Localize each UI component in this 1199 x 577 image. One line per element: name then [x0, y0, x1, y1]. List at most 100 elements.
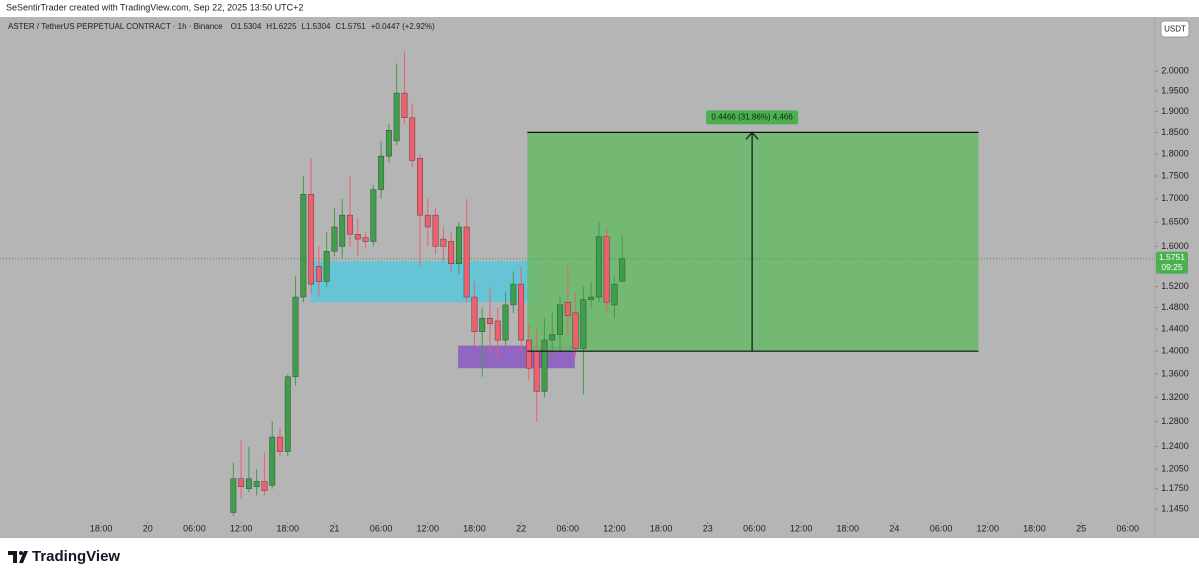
candle-body	[245, 478, 252, 489]
attribution: SeSentirTrader created with TradingView.…	[6, 2, 303, 12]
x-tick-label: 12:00	[603, 523, 626, 533]
candle-body	[347, 214, 353, 235]
candle-body	[471, 296, 478, 333]
candle-body	[277, 436, 283, 452]
candle-body	[611, 283, 618, 306]
y-tick-label: 1.1750	[1161, 483, 1189, 493]
candle-body	[362, 237, 369, 242]
candle-body	[619, 258, 626, 282]
x-tick-label: 21	[329, 523, 339, 533]
legend-value: O1.5304	[231, 22, 262, 31]
brand-logo	[8, 551, 28, 563]
y-tick-label: 1.6000	[1161, 241, 1189, 251]
candle-body	[401, 92, 408, 118]
x-tick-label: 18:00	[463, 523, 486, 533]
y-tick-label: 1.2400	[1161, 441, 1189, 451]
candle-body	[494, 320, 501, 341]
x-tick-label: 12:00	[977, 523, 1000, 533]
target-label-box	[706, 110, 799, 125]
candle-body	[510, 283, 517, 306]
candle-body	[269, 436, 276, 486]
legend-value: +0.0447 (+2.92%)	[371, 22, 435, 31]
x-tick-label: 18:00	[837, 523, 860, 533]
candle-body	[580, 299, 587, 349]
candle-body	[261, 481, 268, 491]
candle-body	[541, 339, 548, 392]
y-tick-label: 1.9000	[1161, 106, 1189, 116]
x-tick-label: 20	[143, 523, 153, 533]
candle-body	[588, 296, 595, 300]
y-tick-label: 1.8000	[1161, 148, 1189, 158]
y-tick-label: 1.2050	[1161, 463, 1189, 473]
candle-body	[564, 302, 571, 316]
y-tick-label: 1.2800	[1161, 416, 1189, 426]
candle-body	[455, 226, 462, 264]
candle-body	[378, 155, 385, 190]
x-tick-label: 12:00	[230, 523, 253, 533]
y-tick-label: 1.1450	[1161, 503, 1189, 513]
y-tick-label: 2.0000	[1161, 66, 1189, 76]
candle-body	[417, 158, 423, 216]
y-tick-label: 1.9500	[1161, 85, 1189, 95]
y-tick-label: 1.4000	[1161, 346, 1189, 356]
x-tick-label: 18:00	[90, 523, 113, 533]
candle-body	[479, 318, 486, 333]
x-tick-label: 24	[889, 523, 899, 533]
candle-body	[557, 304, 563, 335]
candle-body	[487, 318, 493, 324]
price-tag	[1156, 251, 1188, 274]
legend-value: L1.5304	[302, 22, 331, 31]
target-zone	[527, 132, 979, 352]
candle-body	[339, 214, 346, 247]
candle-body	[463, 226, 470, 298]
x-tick-label: 06:00	[1117, 523, 1140, 533]
candle-body	[572, 312, 579, 349]
x-tick-label: 18:00	[1023, 523, 1046, 533]
y-tick-label: 1.3200	[1161, 392, 1189, 402]
candle-body	[315, 266, 322, 282]
currency-label[interactable]: USDT	[1164, 25, 1186, 34]
x-tick-label: 25	[1076, 523, 1086, 533]
x-tick-label: 18:00	[650, 523, 673, 533]
price-tag-countdown: 09:25	[1161, 262, 1183, 272]
y-tick-label: 1.7500	[1161, 170, 1189, 180]
candle-body	[292, 296, 299, 378]
y-tick-label: 1.6500	[1161, 217, 1189, 227]
currency-button[interactable]	[1160, 20, 1190, 38]
x-tick-label: 06:00	[557, 523, 580, 533]
candle-body	[448, 241, 455, 264]
x-tick-label: 23	[703, 523, 713, 533]
symbol-legend: ASTER / TetherUS PERPETUAL CONTRACT · 1h…	[8, 22, 223, 31]
candle-body	[284, 376, 291, 452]
candle-body	[424, 214, 431, 228]
candle-body	[230, 478, 237, 513]
candle-body	[518, 283, 525, 341]
price-tag-value: 1.5751	[1159, 252, 1185, 262]
y-tick-label: 1.4800	[1161, 302, 1189, 312]
candle-body	[549, 334, 556, 341]
candle-body	[525, 339, 532, 369]
candle-body	[409, 117, 416, 161]
candle-body	[253, 481, 260, 487]
candle-body	[533, 350, 540, 392]
candle-body	[323, 251, 330, 282]
candle-body	[393, 92, 400, 142]
candle-body	[331, 226, 338, 252]
candle-body	[385, 130, 392, 157]
candle-body	[370, 189, 377, 242]
y-tick-label: 1.3600	[1161, 368, 1189, 378]
x-tick-label: 22	[516, 523, 526, 533]
x-tick-label: 06:00	[930, 523, 953, 533]
y-tick-label: 1.5200	[1161, 281, 1189, 291]
y-tick-label: 1.4400	[1161, 323, 1189, 333]
legend: ASTER / TetherUS PERPETUAL CONTRACT · 1h…	[8, 22, 435, 31]
candle-body	[432, 214, 439, 247]
candle-body	[308, 193, 315, 285]
y-tick-label: 1.8500	[1161, 127, 1189, 137]
y-tick-label: 1.7000	[1161, 193, 1189, 203]
candle-body	[238, 478, 245, 487]
x-tick-label: 18:00	[277, 523, 300, 533]
candle-body	[502, 304, 509, 341]
